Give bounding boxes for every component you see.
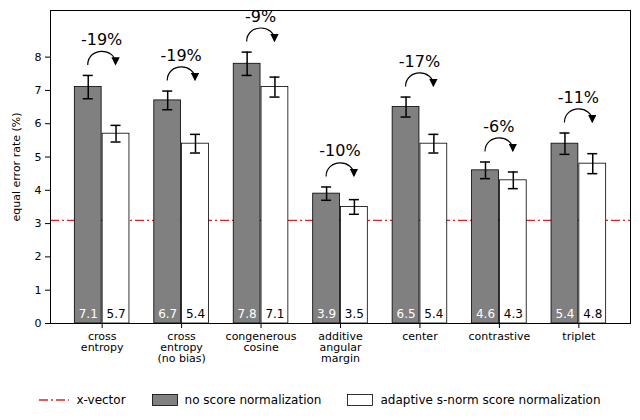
svg-text:crossentropy: crossentropy bbox=[81, 330, 124, 354]
svg-text:6.5: 6.5 bbox=[397, 307, 416, 321]
svg-text:-17%: -17% bbox=[399, 52, 440, 71]
svg-text:5.4: 5.4 bbox=[424, 307, 443, 321]
svg-text:7: 7 bbox=[35, 84, 42, 97]
html-text:x-vector: x-vector bbox=[76, 393, 126, 407]
svg-text:4: 4 bbox=[35, 184, 42, 197]
svg-text:-9%: -9% bbox=[245, 7, 276, 26]
svg-text:3: 3 bbox=[35, 217, 42, 230]
svg-text:7.8: 7.8 bbox=[238, 307, 257, 321]
svg-text:3.9: 3.9 bbox=[317, 307, 336, 321]
svg-text:-10%: -10% bbox=[319, 141, 360, 160]
svg-text:triplet: triplet bbox=[562, 330, 596, 343]
svg-text:7.1: 7.1 bbox=[265, 307, 284, 321]
svg-text:contrastive: contrastive bbox=[469, 330, 531, 343]
svg-text:6: 6 bbox=[35, 117, 42, 130]
svg-text:5.7: 5.7 bbox=[107, 307, 126, 321]
svg-text:center: center bbox=[402, 330, 438, 343]
svg-text:equal error rate (%): equal error rate (%) bbox=[10, 112, 23, 221]
svg-text:3.5: 3.5 bbox=[345, 307, 364, 321]
svg-text:7.1: 7.1 bbox=[79, 307, 98, 321]
svg-text:congenerouscosine: congenerouscosine bbox=[226, 330, 297, 354]
svg-text:4.3: 4.3 bbox=[504, 307, 523, 321]
svg-text:6.7: 6.7 bbox=[158, 307, 177, 321]
svg-text:-6%: -6% bbox=[483, 117, 514, 136]
svg-text:additiveangularmargin: additiveangularmargin bbox=[318, 330, 363, 365]
html-text:no score normalization: no score normalization bbox=[184, 393, 322, 407]
svg-text:2: 2 bbox=[35, 250, 42, 263]
svg-text:-19%: -19% bbox=[160, 46, 201, 65]
svg-text:8: 8 bbox=[35, 51, 42, 64]
svg-text:4.8: 4.8 bbox=[583, 307, 602, 321]
svg-text:5: 5 bbox=[35, 151, 42, 164]
svg-text:1: 1 bbox=[35, 284, 42, 297]
svg-text:crossentropy(no bias): crossentropy(no bias) bbox=[157, 330, 205, 365]
svg-text:0: 0 bbox=[35, 317, 42, 330]
svg-text:4.6: 4.6 bbox=[476, 307, 495, 321]
html-text:adaptive s-norm score normaliz: adaptive s-norm score normalization bbox=[380, 393, 601, 407]
svg-text:-11%: -11% bbox=[558, 88, 599, 107]
svg-text:5.4: 5.4 bbox=[555, 307, 574, 321]
svg-text:-19%: -19% bbox=[81, 30, 122, 49]
svg-text:5.4: 5.4 bbox=[186, 307, 205, 321]
